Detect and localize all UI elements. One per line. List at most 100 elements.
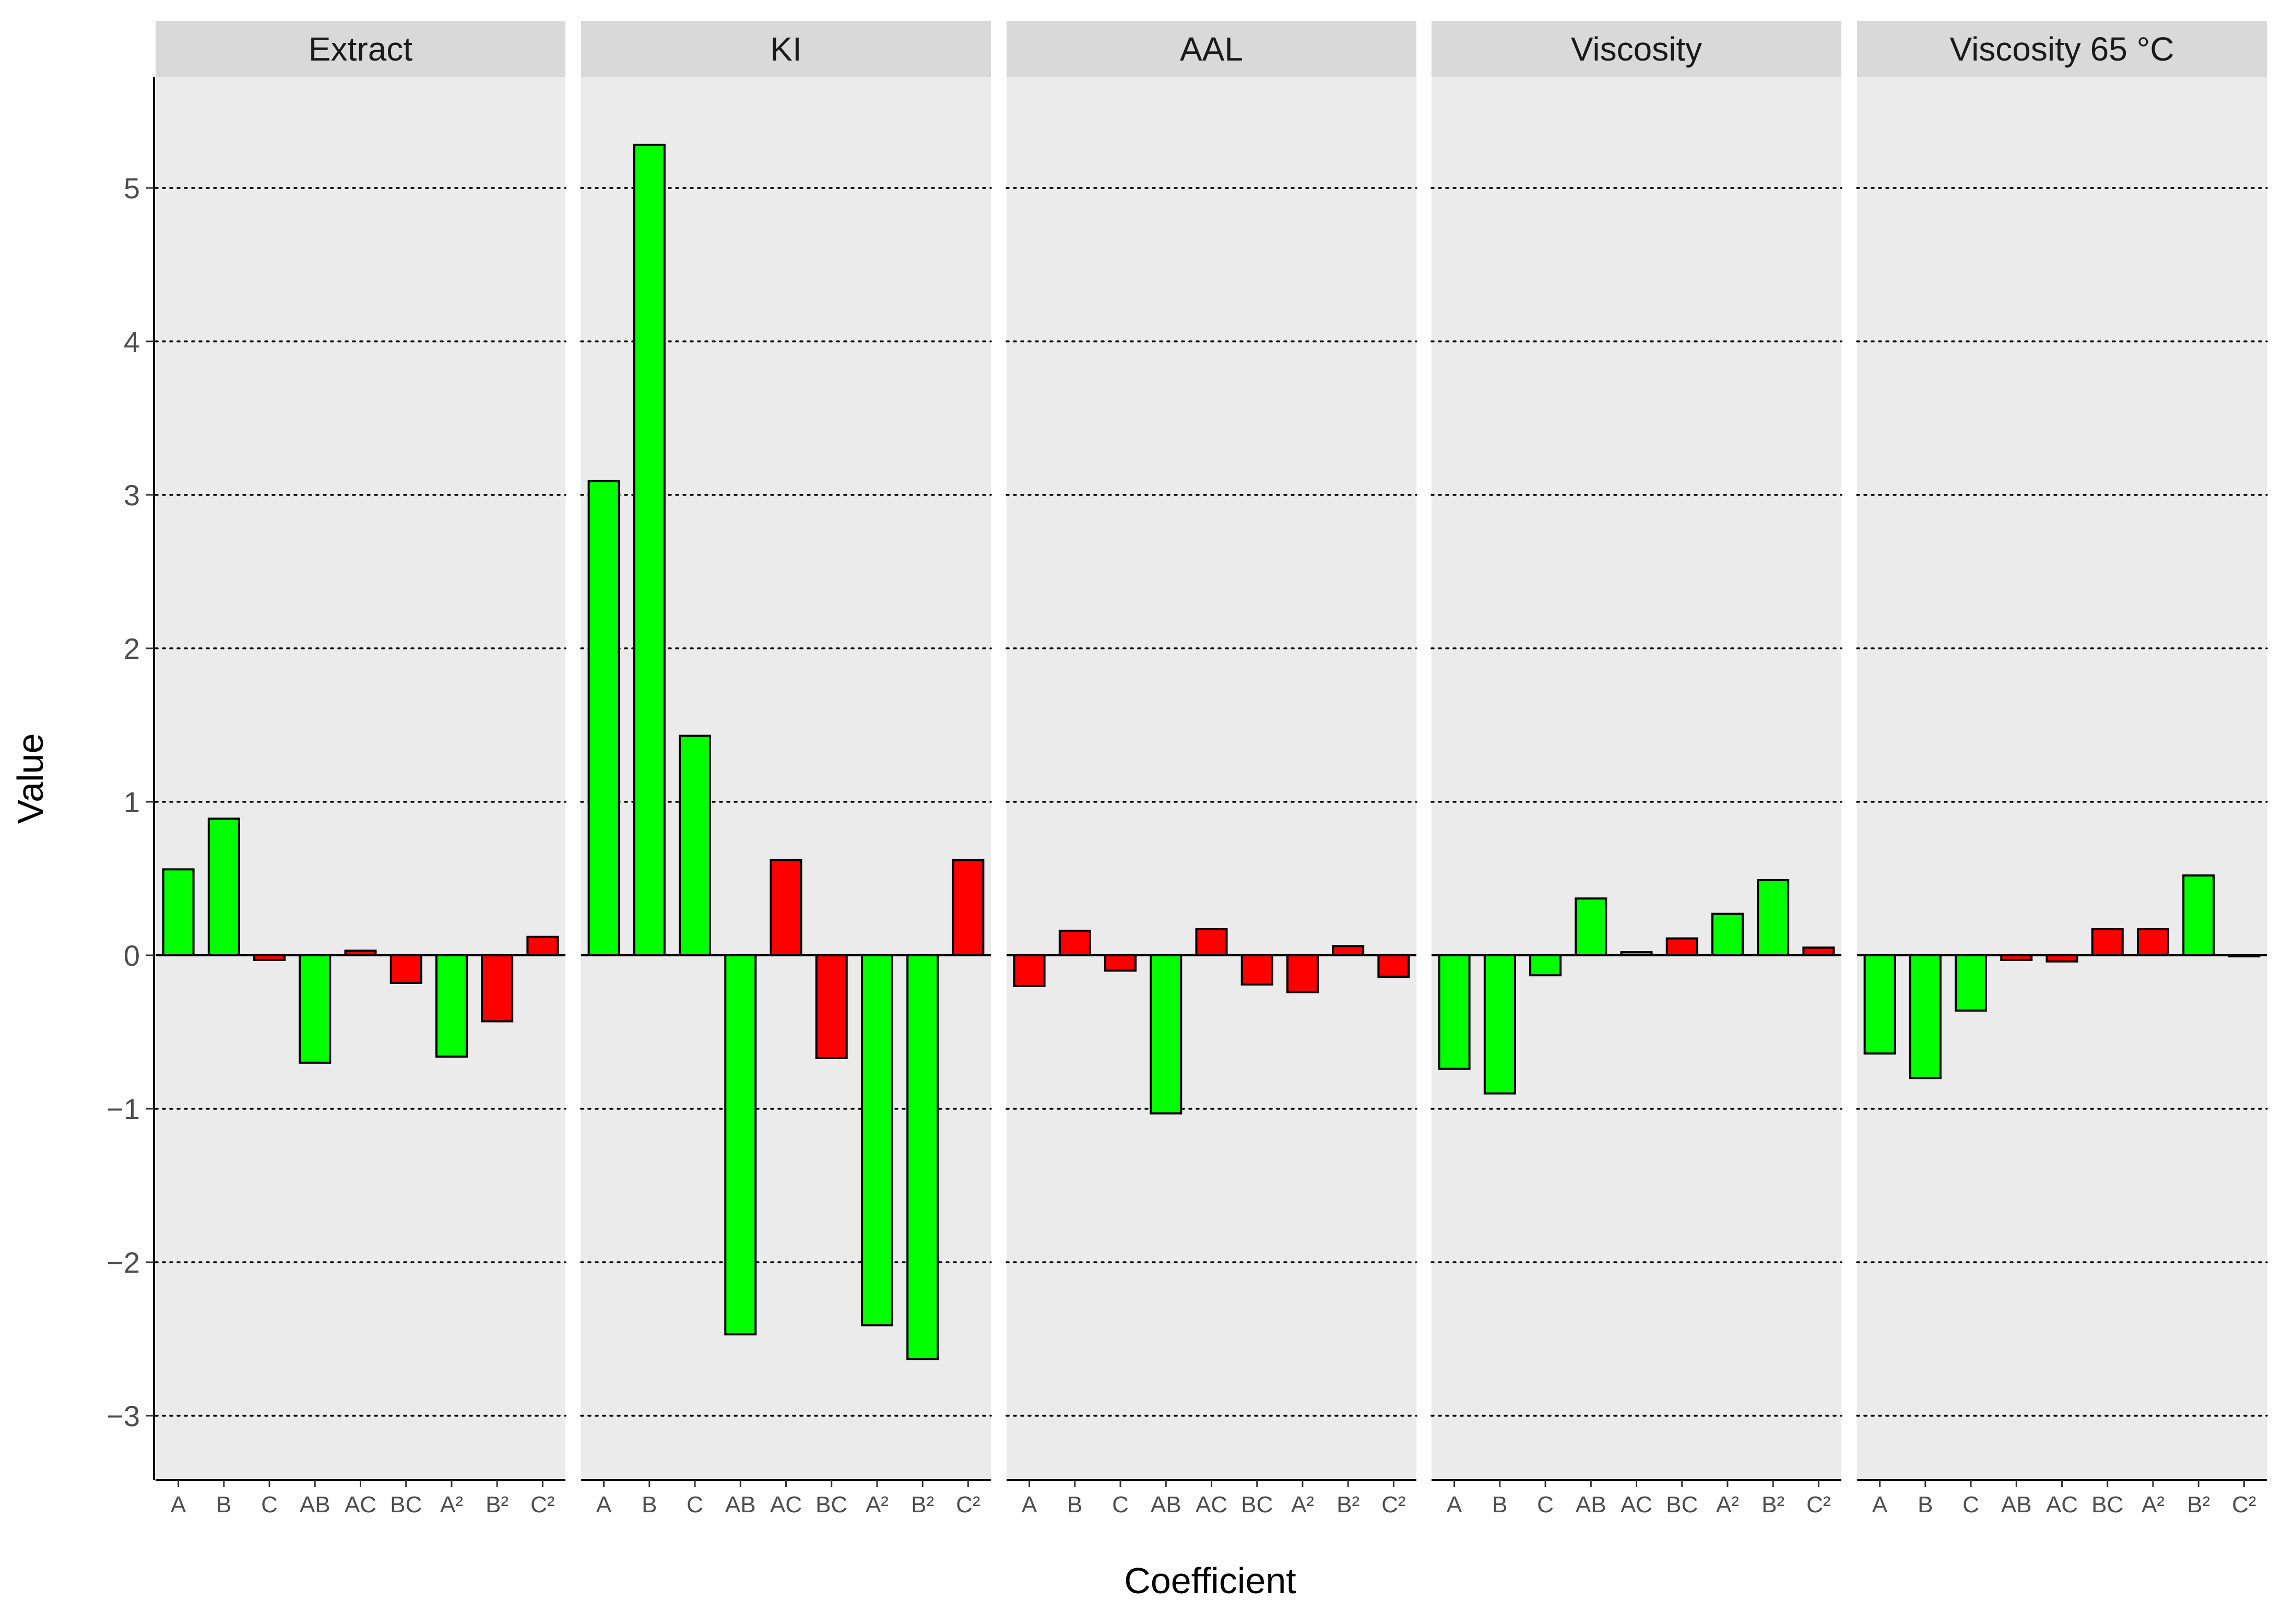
x-tick-label: C <box>261 1492 278 1518</box>
bar <box>815 954 848 1059</box>
x-tick-label: A² <box>1291 1492 1314 1518</box>
bar <box>1286 954 1319 993</box>
bar <box>1575 897 1607 956</box>
x-tick-label: B² <box>2187 1492 2210 1518</box>
x-tick-label: C² <box>1806 1492 1830 1518</box>
x-tick-label: A² <box>2142 1492 2165 1518</box>
y-tick-label: −1 <box>107 1093 140 1125</box>
x-tick-label: C² <box>530 1492 554 1518</box>
panel-background <box>1432 77 1841 1480</box>
y-axis-title: Value <box>10 733 51 824</box>
x-tick-label: A² <box>866 1492 889 1518</box>
x-tick-label: A² <box>1716 1492 1739 1518</box>
bar <box>1802 946 1835 957</box>
bar <box>1863 954 1896 1055</box>
y-tick-label: 1 <box>124 786 140 819</box>
x-axis-title: Coefficient <box>1124 1560 1296 1601</box>
bar <box>1377 954 1410 978</box>
x-tick-label: B <box>642 1492 657 1518</box>
bar <box>1150 954 1183 1115</box>
x-tick-label: BC <box>2091 1492 2123 1518</box>
x-tick-label: A <box>596 1492 612 1518</box>
y-tick-label: 0 <box>124 939 140 972</box>
y-tick-label: −2 <box>107 1246 140 1279</box>
bar <box>1195 928 1228 957</box>
x-tick-label: B² <box>911 1492 934 1518</box>
bar <box>952 859 985 956</box>
bar <box>1013 954 1046 987</box>
bar <box>1955 954 1988 1012</box>
x-tick-label: A <box>1447 1492 1462 1518</box>
facet-panel-1: KIA B C AB AC BC A² B² C² <box>580 21 992 1518</box>
bar <box>2136 928 2169 957</box>
x-tick-label: B² <box>486 1492 509 1518</box>
x-tick-label: BC <box>1241 1492 1273 1518</box>
x-tick-label: C <box>1112 1492 1129 1518</box>
x-tick-label: A <box>1022 1492 1037 1518</box>
x-tick-label: AC <box>2046 1492 2078 1518</box>
bar <box>633 144 666 956</box>
x-tick-label: AC <box>1196 1492 1227 1518</box>
x-tick-label: C² <box>956 1492 980 1518</box>
bar <box>2091 928 2124 957</box>
x-tick-label: B <box>216 1492 231 1518</box>
facet-strip <box>1857 21 2267 77</box>
bar <box>770 859 802 956</box>
x-tick-label: A² <box>440 1492 463 1518</box>
x-tick-label: B <box>1918 1492 1933 1518</box>
x-tick-label: BC <box>1666 1492 1698 1518</box>
facet-strip <box>1432 21 1841 77</box>
bar <box>1529 954 1562 977</box>
bar <box>860 954 893 1326</box>
bar <box>1757 879 1790 956</box>
x-tick-label: AB <box>2001 1492 2032 1518</box>
facet-title: Extract <box>309 30 412 68</box>
panel-background <box>156 77 565 1480</box>
facet-strip <box>1007 21 1416 77</box>
y-tick-label: −3 <box>107 1400 140 1432</box>
bar <box>481 954 514 1023</box>
facet-title: Viscosity <box>1571 30 1702 68</box>
facet-strip <box>156 21 565 77</box>
x-tick-label: A <box>171 1492 186 1518</box>
bar <box>587 480 620 956</box>
facet-title: Viscosity 65 °C <box>1950 30 2174 68</box>
x-tick-label: C <box>1537 1492 1554 1518</box>
facet-title: AAL <box>1180 30 1243 68</box>
bar <box>389 954 422 984</box>
x-tick-label: B <box>1067 1492 1082 1518</box>
bar <box>162 868 195 956</box>
bar <box>435 954 468 1058</box>
x-tick-label: AB <box>300 1492 330 1518</box>
x-tick-label: BC <box>390 1492 422 1518</box>
bar <box>724 954 757 1336</box>
x-tick-label: C <box>687 1492 703 1518</box>
bar <box>1483 954 1516 1095</box>
x-tick-label: BC <box>815 1492 847 1518</box>
y-tick-label: 3 <box>124 479 140 512</box>
bar <box>1240 954 1273 986</box>
facet-title: KI <box>770 30 801 68</box>
x-tick-label: B² <box>1337 1492 1359 1518</box>
y-tick-label: 4 <box>124 325 140 358</box>
x-tick-label: AB <box>1576 1492 1606 1518</box>
x-tick-label: C² <box>1381 1492 1405 1518</box>
bar <box>1711 912 1744 956</box>
panel-background <box>1857 77 2267 1480</box>
bar <box>679 734 712 956</box>
x-tick-label: AC <box>1621 1492 1652 1518</box>
y-tick-label: 2 <box>124 632 140 665</box>
x-tick-label: C <box>1962 1492 1979 1518</box>
bar <box>1438 954 1471 1070</box>
bar <box>2182 874 2215 956</box>
x-tick-label: C² <box>2232 1492 2256 1518</box>
bar <box>1909 954 1942 1080</box>
y-tick-label: 5 <box>124 172 140 205</box>
bar <box>906 954 939 1360</box>
bar <box>1665 937 1698 957</box>
